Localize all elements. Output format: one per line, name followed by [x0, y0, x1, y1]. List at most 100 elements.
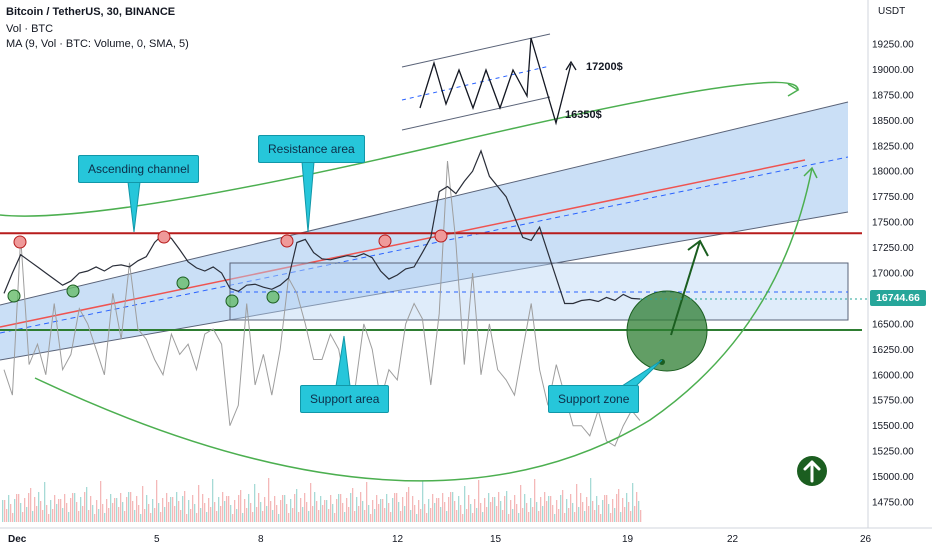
support-touch-marker	[266, 290, 280, 304]
symbol-title[interactable]: Bitcoin / TetherUS, 30, BINANCE	[6, 6, 176, 18]
volume-bar	[236, 509, 238, 522]
volume-bar	[370, 514, 372, 522]
lower-green-arc	[34, 167, 813, 482]
volume-bar	[596, 496, 598, 522]
support-touch-marker	[225, 294, 239, 308]
volume-bar	[340, 494, 342, 522]
ma-legend[interactable]: MA (9, Vol · BTC: Volume, 0, SMA, 5)	[6, 38, 189, 50]
volume-bar	[56, 504, 58, 522]
volume-bar	[364, 510, 366, 522]
volume-bar	[486, 507, 488, 522]
volume-bar	[488, 493, 490, 522]
volume-bar	[122, 502, 124, 522]
x-tick-label: 5	[154, 534, 160, 545]
volume-bar	[30, 488, 32, 522]
volume-bar	[204, 503, 206, 522]
volume-bar	[42, 510, 44, 522]
volume-bar	[188, 500, 190, 522]
x-tick-label: 22	[727, 534, 739, 545]
volume-bar	[218, 497, 220, 522]
volume-bar	[228, 496, 230, 522]
volume-bar	[260, 502, 262, 522]
volume-bar	[82, 506, 84, 522]
volume-bar	[442, 493, 444, 522]
volume-legend[interactable]: Vol · BTC	[6, 23, 54, 35]
y-tick-label: 17250.00	[872, 243, 914, 254]
volume-bar	[392, 498, 394, 522]
volume-bar	[382, 499, 384, 522]
x-tick-label: 19	[622, 534, 634, 545]
volume-bar	[464, 486, 466, 522]
volume-bar	[280, 500, 282, 522]
volume-bar	[394, 493, 396, 522]
volume-bar	[586, 497, 588, 522]
volume-bar	[210, 507, 212, 522]
volume-bar	[168, 502, 170, 522]
volume-bar	[414, 505, 416, 522]
volume-bar	[294, 494, 296, 522]
support-zone-circle	[626, 290, 708, 372]
channel-median-line	[0, 156, 849, 334]
volume-bar	[572, 503, 574, 522]
volume-bar	[314, 492, 316, 522]
volume-bar	[40, 501, 42, 522]
volume-bar	[624, 507, 626, 522]
volume-bar	[478, 480, 480, 522]
volume-bar	[630, 511, 632, 522]
volume-bar	[408, 487, 410, 522]
volume-bar	[590, 478, 592, 522]
volume-bar	[424, 504, 426, 522]
volume-bar	[308, 511, 310, 522]
volume-bar	[472, 513, 474, 522]
volume-bar	[338, 494, 340, 522]
pattern-zigzag	[419, 37, 572, 126]
volume-bar	[20, 503, 22, 522]
volume-bar	[186, 514, 188, 522]
y-tick-label: 15250.00	[872, 447, 914, 458]
volume-bar	[214, 502, 216, 522]
upper-arc-arrowhead	[787, 83, 800, 97]
volume-bar	[70, 498, 72, 522]
volume-bar	[616, 494, 618, 522]
volume-bar	[304, 493, 306, 522]
volume-bar	[32, 511, 34, 522]
volume-bar	[178, 501, 180, 522]
volume-bar	[432, 494, 434, 522]
volume-bar	[124, 511, 126, 522]
volume-bar	[496, 506, 498, 522]
volume-bar	[220, 506, 222, 522]
volume-bar	[288, 513, 290, 522]
y-tick-label: 19000.00	[872, 65, 914, 76]
volume-bar	[362, 501, 364, 522]
volume-bar	[240, 490, 242, 522]
volume-bar	[242, 513, 244, 522]
volume-bar	[238, 495, 240, 522]
volume-bar	[548, 496, 550, 522]
volume-bar	[468, 495, 470, 522]
volume-bar	[52, 509, 54, 522]
y-tick-label: 17500.00	[872, 218, 914, 229]
volume-bar	[26, 507, 28, 522]
volume-bar	[602, 500, 604, 522]
volume-bar	[466, 509, 468, 522]
volume-bar	[286, 504, 288, 522]
volume-bar	[232, 514, 234, 522]
x-tick-label: 12	[392, 534, 404, 545]
volume-bar	[620, 512, 622, 522]
y-tick-label: 18000.00	[872, 167, 914, 178]
volume-bar	[588, 506, 590, 522]
volume-bar	[182, 496, 184, 522]
volume-bar	[310, 483, 312, 522]
target-label-lower: 16350$	[565, 109, 602, 121]
volume-bar	[296, 489, 298, 522]
y-tick-label: 19250.00	[872, 40, 914, 51]
volume-bar	[4, 500, 6, 522]
volume-bar	[146, 495, 148, 522]
arrow-up-circle-icon[interactable]	[797, 456, 827, 486]
y-tick-label: 15500.00	[872, 421, 914, 432]
time-axis: Dec 5 8 12 15 19 22 26	[0, 527, 932, 550]
volume-bar	[108, 508, 110, 522]
volume-bar	[640, 510, 642, 522]
volume-bar	[246, 508, 248, 522]
